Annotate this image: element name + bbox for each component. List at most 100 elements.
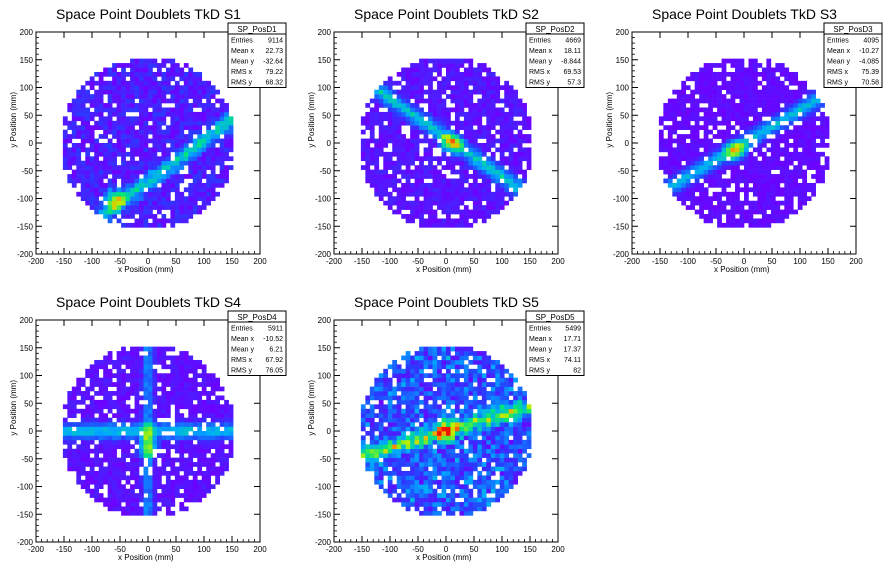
- histogram-bin: [107, 98, 113, 104]
- histogram-bin: [414, 89, 420, 95]
- histogram-bin: [165, 408, 171, 414]
- histogram-bin: [369, 426, 375, 432]
- histogram-bin: [387, 417, 393, 423]
- histogram-bin: [85, 417, 91, 423]
- histogram-bin: [197, 174, 203, 179]
- histogram-bin: [188, 94, 194, 99]
- histogram-bin: [757, 111, 763, 117]
- histogram-bin: [85, 413, 91, 418]
- histogram-bin: [504, 169, 510, 175]
- histogram-bin: [130, 67, 135, 73]
- histogram-bin: [374, 156, 380, 162]
- histogram-bin: [378, 138, 384, 144]
- histogram-bin: [392, 462, 398, 467]
- histogram-bin: [224, 178, 229, 184]
- histogram-bin: [685, 125, 691, 130]
- histogram-bin: [188, 453, 194, 458]
- histogram-bin: [396, 125, 402, 130]
- histogram-bin: [454, 103, 460, 108]
- histogram-bin: [148, 359, 153, 365]
- histogram-bin: [685, 191, 691, 197]
- histogram-bin: [165, 80, 171, 86]
- histogram-bin: [676, 98, 682, 104]
- histogram-bin: [477, 143, 483, 148]
- histogram-bin: [414, 214, 420, 219]
- histogram-bin: [752, 125, 758, 130]
- histogram-bin: [383, 426, 389, 432]
- histogram-bin: [766, 103, 772, 108]
- histogram-bin: [428, 85, 433, 91]
- histogram-bin: [170, 165, 176, 170]
- histogram-bin: [495, 165, 501, 170]
- histogram-bin: [188, 138, 194, 144]
- histogram-bin: [143, 178, 149, 184]
- histogram-bin: [121, 462, 126, 467]
- histogram-bin: [423, 196, 429, 202]
- histogram-bin: [139, 182, 144, 188]
- histogram-bin: [490, 120, 496, 126]
- histogram-bin: [463, 111, 469, 117]
- histogram-bin: [170, 214, 176, 219]
- histogram-bin: [726, 178, 731, 184]
- histogram-bin: [428, 218, 433, 224]
- histogram-bin: [174, 138, 180, 144]
- histogram-bin: [103, 422, 108, 427]
- histogram-bin: [183, 404, 189, 410]
- histogram-bin: [401, 107, 406, 113]
- histogram-bin: [121, 151, 126, 157]
- histogram-bin: [658, 116, 664, 122]
- histogram-bin: [139, 178, 144, 184]
- histogram-bin: [67, 426, 73, 432]
- histogram-bin: [179, 377, 185, 383]
- histogram-bin: [143, 63, 149, 68]
- histogram-bin: [739, 200, 745, 206]
- histogram-bin: [468, 138, 474, 144]
- histogram-bin: [103, 391, 108, 396]
- histogram-bin: [139, 76, 144, 82]
- histogram-bin: [134, 457, 140, 463]
- histogram-bin: [401, 399, 406, 405]
- histogram-bin: [405, 395, 411, 401]
- histogram-bin: [735, 134, 740, 139]
- histogram-bin: [744, 98, 749, 104]
- histogram-bin: [170, 346, 176, 352]
- histogram-bin: [432, 174, 438, 179]
- histogram-bin: [685, 160, 691, 166]
- histogram-bin: [459, 218, 465, 224]
- y-tick-label: 0: [327, 139, 332, 148]
- histogram-bin: [468, 80, 474, 86]
- histogram-bin: [784, 116, 790, 122]
- histogram-bin: [174, 493, 180, 498]
- histogram-bin: [130, 94, 135, 99]
- histogram-bin: [766, 80, 772, 86]
- histogram-bin: [197, 116, 203, 122]
- histogram-bin: [107, 147, 113, 153]
- histogram-bin: [121, 488, 126, 494]
- histogram-bin: [125, 413, 131, 418]
- histogram-bin: [472, 169, 478, 175]
- histogram-bin: [708, 174, 713, 179]
- stats-row-value: 57.3: [567, 80, 581, 87]
- histogram-bin: [107, 156, 113, 162]
- histogram-bin: [699, 94, 704, 99]
- histogram-bin: [369, 111, 375, 117]
- histogram-bin: [170, 169, 176, 175]
- histogram-bin: [748, 143, 754, 148]
- histogram-bin: [685, 111, 691, 117]
- histogram-bin: [179, 200, 185, 206]
- histogram-bin: [779, 85, 785, 91]
- histogram-bin: [116, 488, 122, 494]
- histogram-bin: [161, 502, 167, 507]
- histogram-bin: [450, 143, 456, 148]
- histogram-bin: [94, 111, 100, 117]
- histogram-bin: [152, 359, 158, 365]
- histogram-bin: [156, 147, 162, 153]
- histogram-bin: [672, 156, 678, 162]
- histogram-bin: [726, 182, 731, 188]
- histogram-bin: [463, 191, 469, 197]
- histogram-bin: [410, 373, 415, 379]
- stats-row-label: Mean y: [231, 59, 254, 66]
- histogram-bin: [360, 435, 366, 441]
- histogram-bin: [744, 196, 749, 202]
- x-tick-label: 200: [551, 257, 565, 266]
